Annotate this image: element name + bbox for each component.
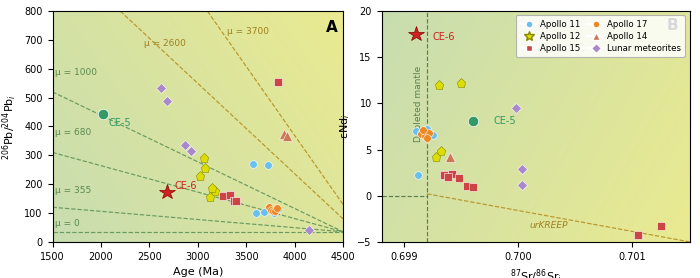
Text: CE-5: CE-5: [108, 118, 132, 128]
Text: CE-6: CE-6: [174, 181, 197, 191]
Text: μ = 355: μ = 355: [55, 186, 92, 195]
Y-axis label: $^{206}$Pb/$^{204}$Pb$_i$: $^{206}$Pb/$^{204}$Pb$_i$: [0, 93, 19, 160]
Y-axis label: εNd$_i$: εNd$_i$: [338, 114, 352, 139]
Text: Depleted mantle: Depleted mantle: [414, 65, 423, 142]
Text: μ = 1000: μ = 1000: [55, 68, 97, 76]
Text: μ = 0: μ = 0: [55, 219, 80, 228]
Text: μ = 3700: μ = 3700: [227, 27, 269, 36]
Text: μ = 2600: μ = 2600: [144, 39, 186, 48]
Legend: Apollo 11, Apollo 12, Apollo 15, Apollo 17, Apollo 14, Lunar meteorites: Apollo 11, Apollo 12, Apollo 15, Apollo …: [516, 15, 685, 57]
X-axis label: Age (Ma): Age (Ma): [173, 267, 223, 277]
Text: urKREEP: urKREEP: [530, 221, 568, 230]
Text: CE-5: CE-5: [494, 116, 516, 126]
Text: CE-6: CE-6: [433, 32, 455, 42]
Text: μ = 680: μ = 680: [55, 128, 92, 137]
Text: B: B: [667, 18, 679, 33]
X-axis label: $^{87}$Sr/$^{86}$Sr$_i$: $^{87}$Sr/$^{86}$Sr$_i$: [510, 267, 561, 278]
Text: A: A: [326, 20, 337, 35]
